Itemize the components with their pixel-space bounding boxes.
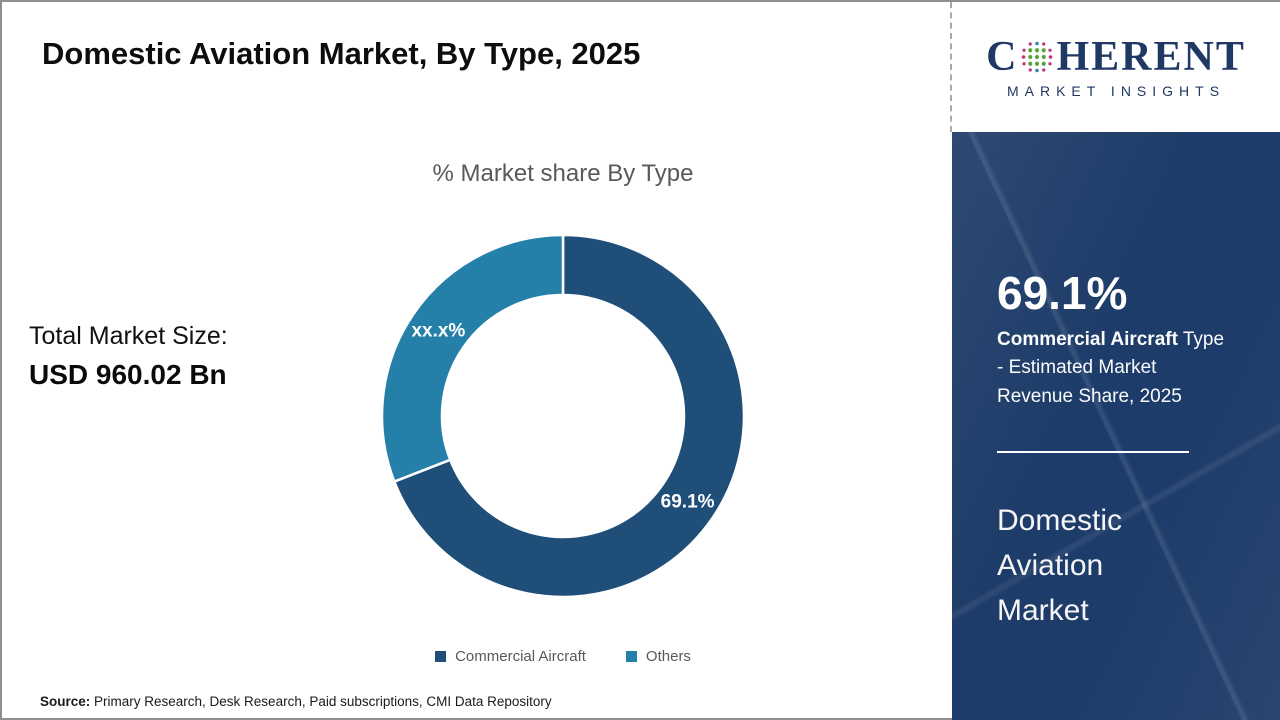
source-note: Source: Primary Research, Desk Research,… xyxy=(40,694,552,709)
brand-logo: C xyxy=(950,2,1280,132)
pie-slice-commercial-aircraft xyxy=(392,233,746,599)
legend-swatch xyxy=(435,651,447,662)
legend-swatch xyxy=(625,651,637,662)
pie-slice-others xyxy=(380,233,565,484)
total-market-size-value: USD 960.02 Bn xyxy=(29,359,227,390)
highlight-description-bold: Commercial Aircraft xyxy=(997,328,1178,350)
donut-chart: 69.1% xx.x% xyxy=(380,233,746,599)
brand-wordmark: C xyxy=(986,36,1246,78)
slice-label-commercial-aircraft: 69.1% xyxy=(661,491,715,512)
highlight-description: Commercial Aircraft Type - Estimated Mar… xyxy=(997,326,1235,412)
globe-icon xyxy=(1022,41,1053,72)
highlight-description-rest: Type - Estimated Market Revenue Share, 2… xyxy=(997,328,1225,407)
source-text: Primary Research, Desk Research, Paid su… xyxy=(90,694,552,709)
chart-title: % Market share By Type xyxy=(432,160,694,187)
total-market-size-block: Total Market Size: USD 960.02 Bn xyxy=(29,322,228,391)
market-name: Domestic Aviation Market xyxy=(997,504,1123,628)
brand-subtitle: MARKET INSIGHTS xyxy=(1006,82,1226,99)
highlight-sidebar: 69.1% Commercial Aircraft Type - Estimat… xyxy=(952,132,1280,720)
sidebar-divider xyxy=(997,451,1189,454)
brand-suffix: HERENT xyxy=(1056,33,1246,80)
legend-item-others: Others xyxy=(625,648,691,665)
source-label: Source: xyxy=(40,694,91,709)
legend-label: Commercial Aircraft xyxy=(455,648,586,665)
chart-legend: Commercial Aircraft Others xyxy=(313,648,813,665)
slice-label-others: xx.x% xyxy=(411,321,465,342)
legend-label: Others xyxy=(645,648,691,665)
highlight-percentage: 69.1% xyxy=(997,267,1128,319)
page-title: Domestic Aviation Market, By Type, 2025 xyxy=(42,36,641,71)
total-market-size-label: Total Market Size: xyxy=(29,322,228,350)
legend-item-commercial-aircraft: Commercial Aircraft xyxy=(435,648,586,665)
brand-prefix: C xyxy=(986,33,1019,80)
